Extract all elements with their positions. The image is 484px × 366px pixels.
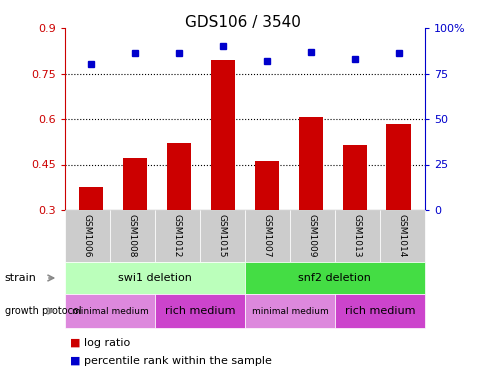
Bar — [123, 158, 147, 210]
Text: rich medium: rich medium — [344, 306, 414, 316]
Text: swi1 deletion: swi1 deletion — [118, 273, 192, 283]
Text: GSM1014: GSM1014 — [397, 214, 406, 258]
Bar — [166, 143, 191, 210]
Text: GSM1008: GSM1008 — [128, 214, 136, 258]
Text: growth protocol: growth protocol — [5, 306, 81, 316]
Bar — [254, 161, 278, 210]
Text: GSM1012: GSM1012 — [173, 214, 182, 258]
Bar — [386, 124, 410, 210]
Text: GSM1013: GSM1013 — [352, 214, 361, 258]
Bar — [342, 145, 366, 210]
Bar — [298, 117, 322, 210]
Text: GSM1015: GSM1015 — [217, 214, 227, 258]
Text: minimal medium: minimal medium — [251, 306, 328, 315]
Text: strain: strain — [5, 273, 37, 283]
Text: snf2 deletion: snf2 deletion — [298, 273, 371, 283]
Text: GSM1009: GSM1009 — [307, 214, 316, 258]
Text: ■: ■ — [70, 356, 80, 366]
Text: percentile rank within the sample: percentile rank within the sample — [84, 356, 272, 366]
Text: GSM1007: GSM1007 — [262, 214, 272, 258]
Text: minimal medium: minimal medium — [72, 306, 148, 315]
Bar — [79, 187, 103, 210]
Bar — [211, 60, 235, 210]
Text: GSM1006: GSM1006 — [83, 214, 92, 258]
Text: log ratio: log ratio — [84, 338, 130, 348]
Text: ■: ■ — [70, 338, 80, 348]
Text: GDS106 / 3540: GDS106 / 3540 — [184, 15, 300, 30]
Text: rich medium: rich medium — [165, 306, 235, 316]
